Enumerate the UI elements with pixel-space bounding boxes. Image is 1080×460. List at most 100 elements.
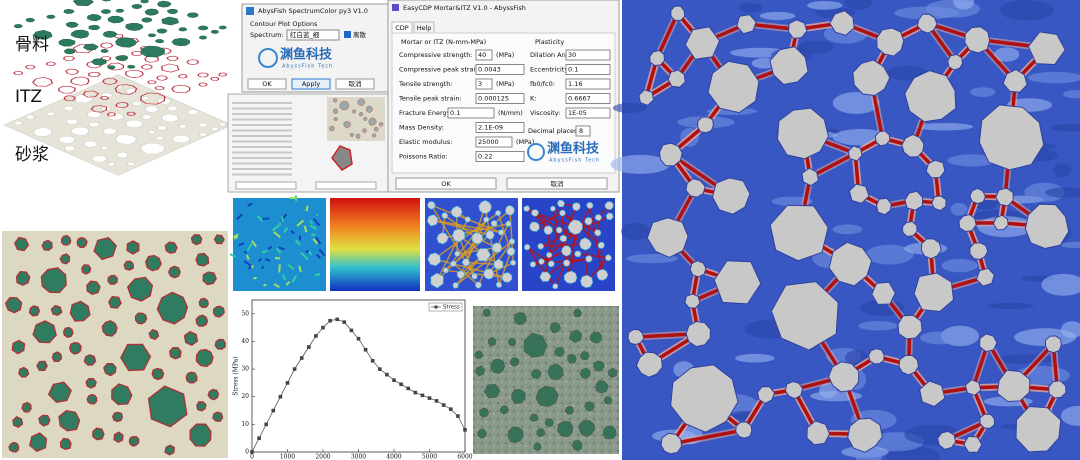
input[interactable] bbox=[565, 78, 611, 90]
aggregate bbox=[145, 254, 162, 272]
mortar-hole bbox=[25, 114, 36, 120]
input[interactable] bbox=[565, 107, 611, 119]
form-row bbox=[232, 102, 292, 104]
contour-streak bbox=[245, 254, 250, 261]
mortar-hole bbox=[82, 140, 99, 148]
input[interactable] bbox=[565, 49, 611, 61]
checkbox[interactable] bbox=[344, 31, 351, 38]
aggregate bbox=[670, 364, 739, 433]
aggregate bbox=[969, 187, 986, 205]
aggregate bbox=[848, 183, 870, 204]
button[interactable] bbox=[247, 78, 287, 90]
aggregate bbox=[72, 0, 94, 6]
crack bbox=[566, 258, 590, 264]
aggregate bbox=[996, 369, 1031, 403]
itz-ring bbox=[154, 86, 165, 91]
logo-text: 渊鱼科技 bbox=[280, 47, 333, 63]
itz-ring bbox=[13, 70, 24, 76]
field-label: Eccentricity: bbox=[530, 66, 570, 74]
mortar-hole bbox=[156, 125, 168, 131]
data-point bbox=[441, 403, 446, 407]
contour-streak bbox=[298, 265, 302, 273]
field-label: Compressive strength: bbox=[399, 51, 473, 59]
itz-ring bbox=[140, 92, 166, 105]
data-point bbox=[299, 356, 304, 360]
mortar-hole bbox=[114, 134, 137, 145]
input[interactable] bbox=[475, 64, 525, 75]
aggregate bbox=[1027, 31, 1066, 66]
damage-patch bbox=[1041, 273, 1080, 296]
logo-subtext: AbyssFish Tech bbox=[549, 158, 600, 164]
contour-streak bbox=[263, 283, 267, 287]
aggregate bbox=[506, 247, 516, 257]
contour-streak bbox=[247, 265, 252, 270]
mortar-hole bbox=[144, 105, 159, 113]
aggregate bbox=[148, 33, 157, 37]
aggregate bbox=[487, 337, 497, 347]
input[interactable] bbox=[447, 107, 495, 119]
itz-ring bbox=[65, 68, 80, 76]
mortar-hole bbox=[198, 132, 208, 137]
button[interactable] bbox=[291, 78, 331, 90]
field-label: Compressive peak strain: bbox=[399, 66, 482, 74]
aggregate bbox=[538, 258, 545, 265]
aggregate bbox=[495, 281, 503, 288]
mortar-hole bbox=[125, 88, 140, 94]
damage-patch bbox=[999, 0, 1054, 21]
mortar-hole bbox=[161, 113, 180, 123]
aggregate bbox=[533, 442, 542, 451]
input[interactable] bbox=[565, 93, 611, 104]
aggregate bbox=[871, 281, 896, 305]
aggregate bbox=[126, 276, 154, 302]
damage-patch bbox=[759, 11, 796, 21]
input-value: 0.1 bbox=[568, 66, 578, 74]
aggregate bbox=[713, 260, 762, 305]
aggregate bbox=[513, 312, 527, 326]
contour-streak bbox=[251, 264, 254, 269]
damage-patch bbox=[858, 321, 898, 331]
data-point bbox=[335, 317, 339, 322]
button[interactable] bbox=[335, 78, 375, 90]
button[interactable] bbox=[506, 177, 608, 190]
field-label: Tensile strength: bbox=[398, 80, 453, 88]
aggregate bbox=[490, 358, 506, 374]
aggregate bbox=[69, 300, 91, 322]
aggregate bbox=[559, 209, 566, 217]
aggregate bbox=[736, 14, 757, 35]
aggregate bbox=[475, 281, 482, 289]
dropdown-value: 红白蓝_细 bbox=[290, 30, 320, 39]
aggregate bbox=[897, 314, 923, 340]
aggregate bbox=[483, 383, 501, 399]
contour-streak bbox=[312, 238, 319, 245]
crack bbox=[526, 246, 557, 287]
aggregate bbox=[876, 27, 905, 57]
input[interactable] bbox=[475, 78, 493, 90]
aggregate bbox=[992, 214, 1009, 231]
aggregate bbox=[64, 48, 76, 54]
aggregate bbox=[214, 338, 226, 350]
contour-streak bbox=[305, 205, 309, 212]
input[interactable] bbox=[475, 122, 525, 133]
input[interactable] bbox=[475, 151, 525, 162]
contour-streak bbox=[296, 219, 305, 227]
dropdown[interactable] bbox=[286, 29, 340, 41]
y-axis-label: Stress (MPa) bbox=[233, 356, 240, 395]
aggregate bbox=[898, 354, 920, 376]
aggregate bbox=[59, 253, 71, 265]
mortar-hole bbox=[171, 135, 191, 143]
aggregate bbox=[156, 291, 189, 325]
input[interactable] bbox=[475, 49, 493, 61]
aggregate bbox=[478, 199, 492, 214]
input[interactable] bbox=[565, 64, 611, 75]
aggregate bbox=[11, 339, 26, 355]
legend-box bbox=[428, 302, 463, 312]
tab-label: Help bbox=[417, 24, 432, 32]
spinbox[interactable] bbox=[575, 125, 591, 137]
aggregate bbox=[571, 439, 583, 452]
input[interactable] bbox=[475, 93, 525, 104]
aggregate bbox=[605, 212, 614, 221]
button[interactable] bbox=[395, 177, 497, 190]
input[interactable] bbox=[475, 136, 513, 148]
crack bbox=[585, 221, 590, 282]
layer-label: ITZ bbox=[15, 87, 42, 107]
